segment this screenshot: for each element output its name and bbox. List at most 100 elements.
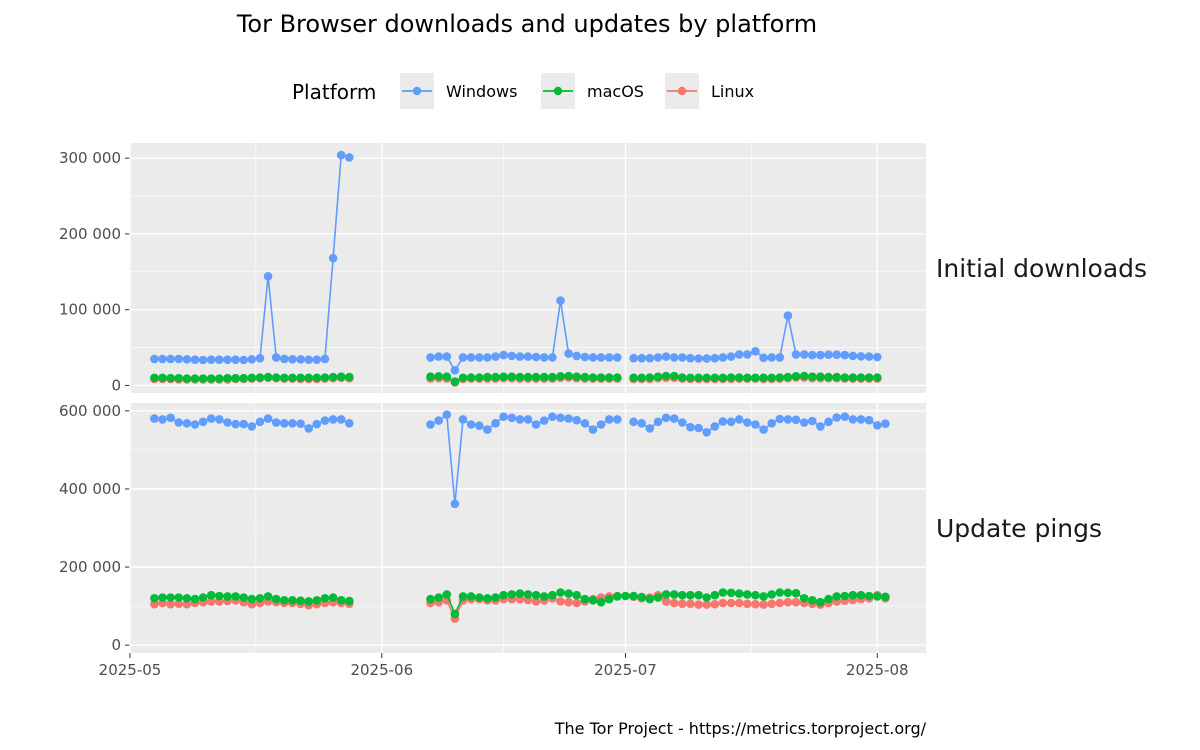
data-point-windows xyxy=(572,351,581,361)
data-point-windows xyxy=(271,353,281,362)
data-point-linux xyxy=(702,600,711,609)
data-point-macos xyxy=(174,373,183,383)
data-point-macos xyxy=(564,589,573,598)
data-point-macos xyxy=(832,372,841,382)
data-point-macos xyxy=(158,373,167,383)
data-point-macos xyxy=(686,373,695,383)
data-point-windows xyxy=(548,412,557,422)
data-point-macos xyxy=(280,373,289,383)
data-point-windows xyxy=(734,350,744,359)
data-point-windows xyxy=(791,350,801,359)
data-point-windows xyxy=(539,416,549,425)
data-point-macos xyxy=(783,372,793,382)
data-point-macos xyxy=(206,374,216,383)
data-point-windows xyxy=(873,352,882,362)
data-point-windows xyxy=(718,353,728,362)
data-point-macos xyxy=(271,373,281,382)
data-point-windows xyxy=(491,352,500,361)
data-point-macos xyxy=(539,592,549,601)
data-point-macos xyxy=(247,594,257,604)
data-point-windows xyxy=(864,352,874,361)
data-point-macos xyxy=(312,373,322,383)
data-point-macos xyxy=(206,590,216,600)
data-point-macos xyxy=(271,594,281,604)
data-point-macos xyxy=(775,373,785,382)
data-point-windows xyxy=(198,417,208,427)
data-point-macos xyxy=(263,372,273,382)
data-point-macos xyxy=(190,594,200,604)
data-point-macos xyxy=(198,374,208,383)
data-point-macos xyxy=(320,373,330,382)
data-point-macos xyxy=(263,592,273,601)
data-point-windows xyxy=(832,350,841,360)
data-point-macos xyxy=(791,372,801,381)
data-point-windows xyxy=(881,419,890,429)
data-point-macos xyxy=(166,373,175,383)
data-point-macos xyxy=(450,609,460,619)
data-point-macos xyxy=(466,592,476,601)
data-point-windows xyxy=(499,350,508,360)
data-point-macos xyxy=(637,373,646,383)
data-point-windows xyxy=(840,412,850,422)
legend-item-linux: Linux xyxy=(665,73,754,109)
data-point-macos xyxy=(726,373,736,382)
data-point-macos xyxy=(572,372,581,382)
data-point-windows xyxy=(182,355,192,364)
data-point-macos xyxy=(791,588,801,598)
data-point-windows xyxy=(280,354,289,364)
data-point-macos xyxy=(507,590,517,599)
data-point-macos xyxy=(604,594,614,604)
data-point-windows xyxy=(751,420,760,429)
data-point-windows xyxy=(198,355,208,365)
data-point-windows xyxy=(223,418,232,427)
y-tick-label: 400 000 xyxy=(59,480,121,498)
data-point-macos xyxy=(239,373,248,383)
data-point-windows xyxy=(158,415,167,424)
data-point-windows xyxy=(702,354,711,363)
x-tick-label: 2025-08 xyxy=(846,661,909,679)
data-point-windows xyxy=(515,352,525,361)
data-point-windows xyxy=(320,354,330,364)
data-point-windows xyxy=(215,355,224,365)
data-point-windows xyxy=(580,352,590,362)
data-point-windows xyxy=(775,353,785,362)
data-point-macos xyxy=(734,589,744,598)
data-point-macos xyxy=(873,592,882,601)
data-point-macos xyxy=(442,590,452,599)
data-point-linux xyxy=(734,598,744,608)
data-point-macos xyxy=(548,590,557,600)
data-point-windows xyxy=(783,311,793,321)
data-point-linux xyxy=(710,599,720,609)
data-point-linux xyxy=(669,598,679,608)
legend-item-windows: Windows xyxy=(400,73,517,109)
data-point-windows xyxy=(767,353,776,362)
data-point-windows xyxy=(669,353,679,362)
data-point-macos xyxy=(304,597,314,606)
data-point-windows xyxy=(873,421,882,430)
data-point-macos xyxy=(556,372,565,381)
data-point-windows xyxy=(288,355,297,364)
data-point-macos xyxy=(223,592,232,601)
data-point-windows xyxy=(174,354,183,364)
data-point-macos xyxy=(531,590,541,600)
data-point-windows xyxy=(174,418,183,427)
data-point-linux xyxy=(783,597,793,607)
legend: Platform Windows macOS Linux xyxy=(292,73,754,109)
data-point-windows xyxy=(296,419,305,429)
data-point-macos xyxy=(840,373,850,382)
legend-title: Platform xyxy=(292,80,376,104)
data-point-macos xyxy=(483,372,492,382)
data-point-windows xyxy=(442,410,452,420)
data-point-windows xyxy=(856,415,866,424)
data-point-windows xyxy=(507,351,517,361)
data-point-macos xyxy=(255,373,265,382)
data-point-macos xyxy=(255,594,265,603)
data-point-macos xyxy=(710,590,720,600)
data-point-macos xyxy=(523,372,533,382)
data-point-windows xyxy=(523,415,533,424)
data-point-windows xyxy=(450,366,460,375)
data-point-windows xyxy=(564,414,573,423)
legend-key-point xyxy=(412,86,422,96)
data-point-macos xyxy=(816,372,825,382)
data-point-macos xyxy=(458,592,468,601)
